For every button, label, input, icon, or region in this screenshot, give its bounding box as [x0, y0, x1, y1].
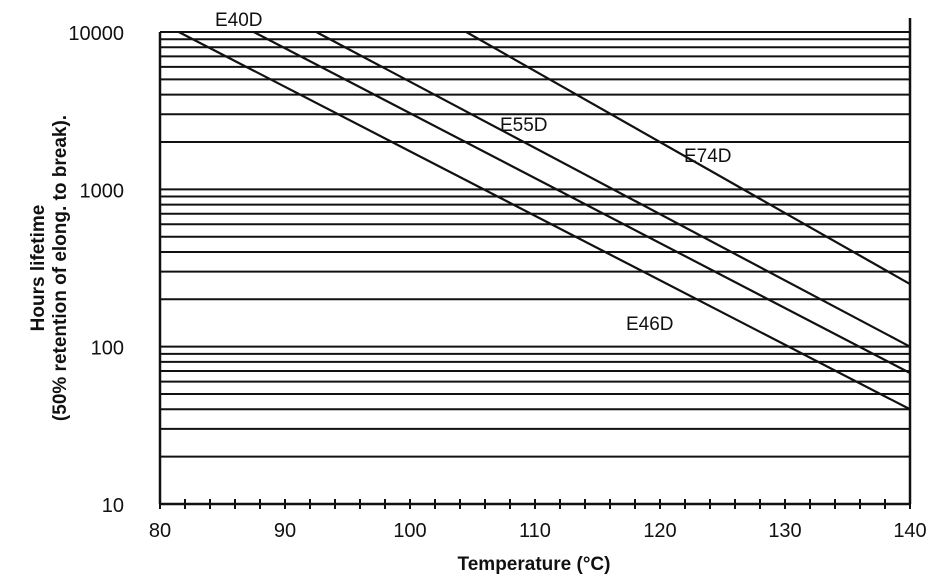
y-tick-label: 100 — [91, 338, 124, 360]
x-tick-label: 90 — [274, 520, 296, 542]
x-tick-label: 110 — [519, 520, 551, 542]
series-lines — [179, 32, 910, 409]
x-tick-label: 120 — [643, 520, 676, 542]
series-label-e46d: E46D — [626, 314, 674, 335]
y-tick-label: 10000 — [68, 23, 124, 45]
x-tick-label: 80 — [149, 520, 171, 542]
y-axis-title-line1: Hours lifetime — [28, 205, 49, 332]
x-tick-label: 140 — [893, 520, 926, 542]
x-axis-title: Temperature (°C) — [458, 554, 611, 575]
x-tick-label: 100 — [393, 520, 426, 542]
axes — [160, 18, 910, 504]
series-label-e40d: E40D — [215, 10, 263, 31]
ticks: 80 90 100 110 120 130 140 10 100 1000 10000 — [68, 23, 926, 542]
x-tick-label: 130 — [768, 520, 801, 542]
grid — [160, 32, 910, 457]
y-tick-label: 1000 — [80, 180, 125, 202]
series-line-e46d — [254, 32, 910, 373]
y-tick-label: 10 — [102, 495, 124, 517]
series-label-e74d: E74D — [684, 146, 732, 167]
series-label-e55d: E55D — [500, 115, 548, 136]
y-axis-title-line2: (50% retention of elong. to break). — [50, 115, 71, 421]
